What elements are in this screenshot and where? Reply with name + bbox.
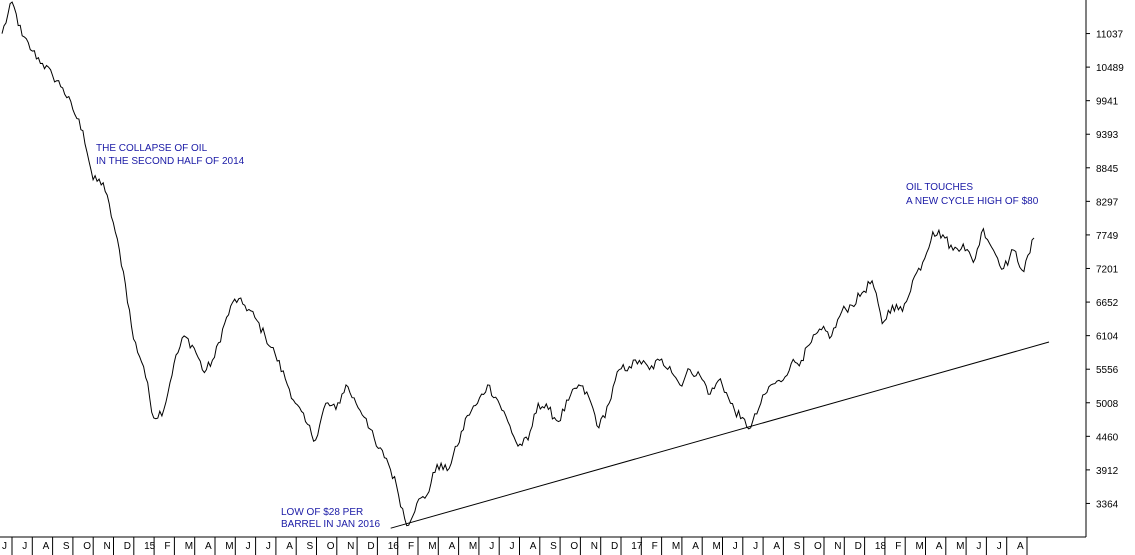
x-tick-label: J bbox=[510, 541, 515, 552]
trendline bbox=[390, 341, 1050, 529]
y-tick-label: 3364 bbox=[1096, 499, 1119, 510]
x-tick-label: A bbox=[773, 541, 780, 552]
x-tick-label: J bbox=[266, 541, 271, 552]
x-tick-label: N bbox=[591, 541, 598, 552]
x-tick-label: D bbox=[611, 541, 618, 552]
x-tick-label: 15 bbox=[144, 541, 156, 552]
y-tick-label: 6104 bbox=[1096, 332, 1119, 343]
y-tick-label: 4460 bbox=[1096, 432, 1119, 443]
x-tick-label: N bbox=[104, 541, 111, 552]
x-tick-label: N bbox=[834, 541, 841, 552]
x-tick-label: F bbox=[164, 541, 170, 552]
y-tick-label: 8297 bbox=[1096, 197, 1119, 208]
x-tick-label: D bbox=[367, 541, 374, 552]
annotation-high: OIL TOUCHES A NEW CYCLE HIGH OF $80 bbox=[906, 182, 1039, 207]
x-tick-label: M bbox=[428, 541, 436, 552]
x-tick-label: A bbox=[205, 541, 212, 552]
x-tick-label: F bbox=[895, 541, 901, 552]
annotation-line: THE COLLAPSE OF OIL bbox=[96, 143, 208, 154]
x-tick-label: A bbox=[530, 541, 537, 552]
x-tick-label: 17 bbox=[631, 541, 643, 552]
x-tick-label: M bbox=[956, 541, 964, 552]
y-tick-label: 5008 bbox=[1096, 399, 1119, 410]
x-tick-label: J bbox=[733, 541, 738, 552]
x-tick-label: A bbox=[43, 541, 50, 552]
y-tick-label: 3912 bbox=[1096, 466, 1119, 477]
y-tick-label: 6652 bbox=[1096, 298, 1119, 309]
x-tick-label: J bbox=[489, 541, 494, 552]
x-tick-label: A bbox=[936, 541, 943, 552]
x-tick-label: J bbox=[976, 541, 981, 552]
annotation-line: BARREL IN JAN 2016 bbox=[281, 519, 381, 530]
x-tick-label: S bbox=[794, 541, 801, 552]
x-tick-label: N bbox=[347, 541, 354, 552]
annotations: THE COLLAPSE OF OIL IN THE SECOND HALF O… bbox=[96, 143, 1039, 530]
y-axis: 3364 3912 4460 5008 5556 6104 6652 7201 7749 8297… bbox=[1085, 0, 1124, 537]
x-tick-label: O bbox=[83, 541, 91, 552]
x-tick-label: M bbox=[713, 541, 721, 552]
x-tick-label: D bbox=[124, 541, 131, 552]
x-tick-label: M bbox=[672, 541, 680, 552]
y-tick-label: 8845 bbox=[1096, 164, 1119, 175]
x-tick-label: J bbox=[22, 541, 27, 552]
x-tick-label: A bbox=[449, 541, 456, 552]
y-tick-label: 11037 bbox=[1096, 30, 1124, 41]
x-tick-label: M bbox=[185, 541, 193, 552]
plot-area bbox=[1, 1, 1050, 529]
annotation-line: OIL TOUCHES bbox=[906, 182, 973, 193]
x-tick-label: M bbox=[469, 541, 477, 552]
y-tick-label: 5556 bbox=[1096, 365, 1119, 376]
x-tick-label: F bbox=[652, 541, 658, 552]
x-tick-label: D bbox=[855, 541, 862, 552]
annotation-line: A NEW CYCLE HIGH OF $80 bbox=[906, 196, 1039, 207]
x-tick-label: O bbox=[327, 541, 335, 552]
x-tick-label: J bbox=[753, 541, 758, 552]
x-tick-label: S bbox=[307, 541, 314, 552]
x-tick-label: M bbox=[225, 541, 233, 552]
x-tick-label: J bbox=[2, 541, 7, 552]
x-tick-label: A bbox=[1017, 541, 1024, 552]
y-tick-label: 10489 bbox=[1096, 63, 1124, 74]
annotation-collapse: THE COLLAPSE OF OIL IN THE SECOND HALF O… bbox=[96, 143, 245, 167]
x-tick-label: S bbox=[550, 541, 557, 552]
y-tick-label: 9941 bbox=[1096, 97, 1119, 108]
y-tick-label: 9393 bbox=[1096, 130, 1119, 141]
x-tick-label: S bbox=[63, 541, 70, 552]
price-series-line bbox=[1, 1, 1035, 527]
x-tick-label: J bbox=[997, 541, 1002, 552]
x-tick-label: J bbox=[246, 541, 251, 552]
x-tick-label: A bbox=[286, 541, 293, 552]
y-tick-label: 7201 bbox=[1096, 264, 1119, 275]
annotation-low: LOW OF $28 PER BARREL IN JAN 2016 bbox=[281, 507, 381, 530]
x-tick-label: O bbox=[570, 541, 578, 552]
x-tick-label: M bbox=[916, 541, 924, 552]
x-tick-label: F bbox=[408, 541, 414, 552]
x-tick-label: O bbox=[814, 541, 822, 552]
annotation-line: LOW OF $28 PER bbox=[281, 507, 363, 518]
annotation-line: IN THE SECOND HALF OF 2014 bbox=[96, 156, 245, 167]
x-tick-label: A bbox=[692, 541, 699, 552]
x-axis: J J A S O N D 15 F M A M J J A S O N D 16 F M A M J J A S O N D 17 F M A M J… bbox=[0, 536, 1086, 555]
y-tick-label: 7749 bbox=[1096, 231, 1119, 242]
x-tick-label: 16 bbox=[388, 541, 400, 552]
x-tick-label: 18 bbox=[875, 541, 887, 552]
